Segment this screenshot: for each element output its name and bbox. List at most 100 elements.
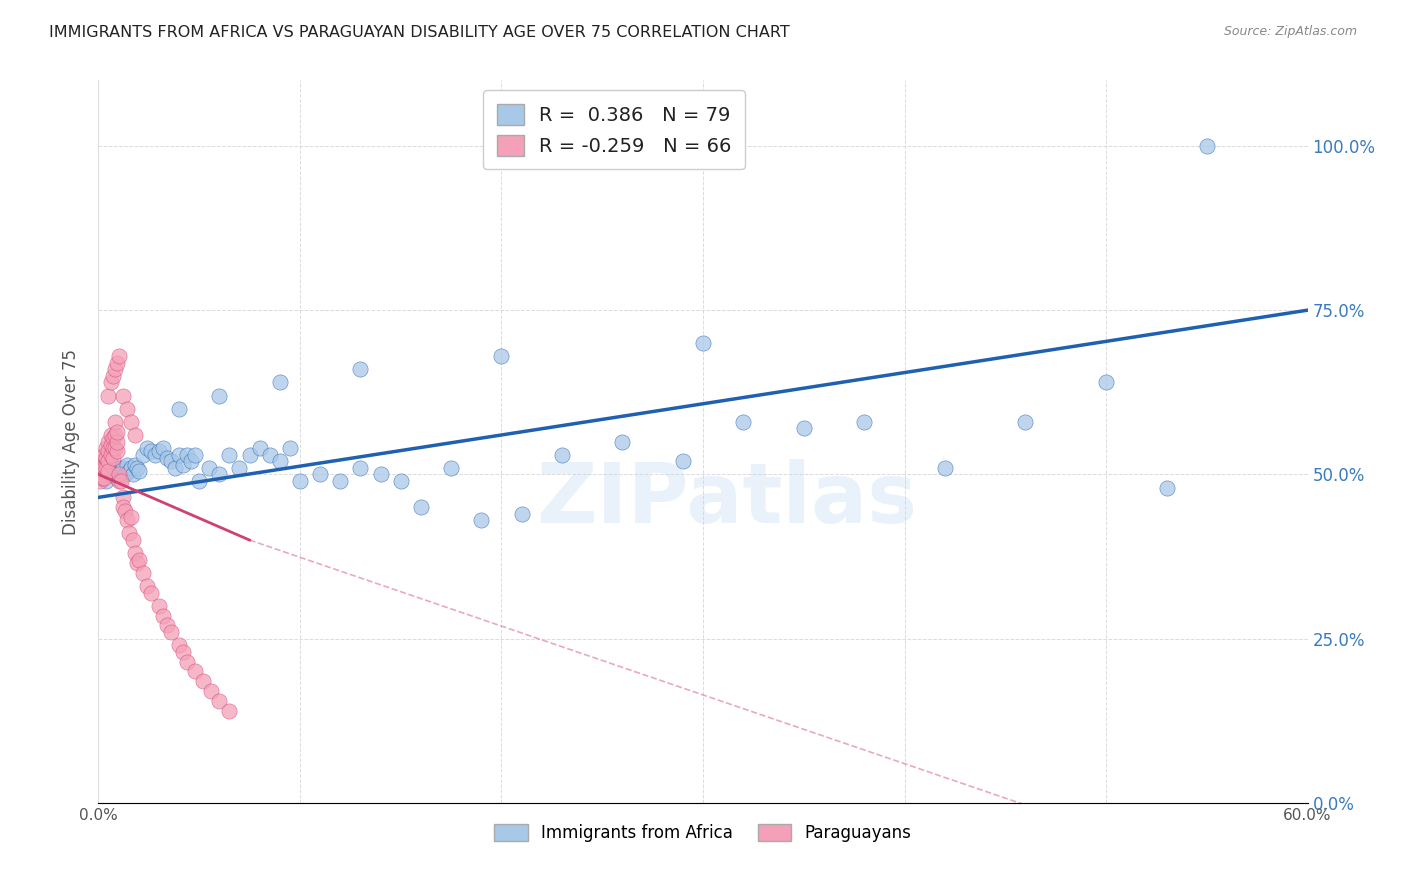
Point — [118, 464, 141, 478]
Point — [349, 362, 371, 376]
Point — [100, 467, 122, 482]
Point — [105, 444, 128, 458]
Point — [111, 491, 134, 505]
Point — [89, 464, 111, 478]
Point — [96, 450, 118, 465]
Point — [96, 460, 118, 475]
Point — [105, 356, 128, 370]
Point — [124, 458, 146, 472]
Point — [101, 431, 124, 445]
Point — [120, 415, 142, 429]
Point — [249, 441, 271, 455]
Point — [100, 376, 122, 390]
Point — [218, 448, 240, 462]
Point — [269, 454, 291, 468]
Point — [97, 467, 120, 482]
Point — [96, 454, 118, 468]
Point — [97, 460, 120, 475]
Point — [132, 566, 155, 580]
Point — [93, 460, 115, 475]
Point — [184, 448, 207, 462]
Point — [103, 415, 125, 429]
Point — [200, 684, 222, 698]
Point — [124, 428, 146, 442]
Point — [156, 450, 179, 465]
Point — [139, 585, 162, 599]
Point — [89, 467, 111, 482]
Point — [121, 533, 143, 547]
Point — [121, 467, 143, 482]
Point — [269, 376, 291, 390]
Point — [107, 349, 129, 363]
Point — [510, 507, 533, 521]
Point — [180, 454, 202, 468]
Point — [259, 448, 281, 462]
Point — [239, 448, 262, 462]
Point — [107, 460, 129, 475]
Point — [97, 464, 120, 478]
Point — [167, 401, 190, 416]
Point — [278, 441, 301, 455]
Point — [115, 458, 138, 472]
Point — [101, 441, 124, 455]
Point — [100, 428, 122, 442]
Point — [172, 458, 194, 472]
Point — [218, 704, 240, 718]
Point — [91, 460, 114, 475]
Point — [125, 460, 148, 475]
Point — [110, 474, 132, 488]
Point — [208, 467, 231, 482]
Point — [288, 474, 311, 488]
Point — [692, 336, 714, 351]
Point — [97, 454, 120, 468]
Point — [100, 458, 122, 472]
Point — [105, 471, 128, 485]
Point — [228, 460, 250, 475]
Point — [135, 441, 157, 455]
Point — [349, 460, 371, 475]
Legend: Immigrants from Africa, Paraguayans: Immigrants from Africa, Paraguayans — [488, 817, 918, 848]
Point — [103, 464, 125, 478]
Point — [208, 388, 231, 402]
Point — [105, 434, 128, 449]
Point — [1195, 139, 1218, 153]
Point — [176, 448, 198, 462]
Point — [440, 460, 463, 475]
Point — [100, 448, 122, 462]
Point — [97, 444, 120, 458]
Point — [124, 546, 146, 560]
Point — [120, 510, 142, 524]
Point — [167, 638, 190, 652]
Point — [172, 645, 194, 659]
Point — [176, 655, 198, 669]
Point — [125, 556, 148, 570]
Point — [89, 474, 111, 488]
Point — [91, 471, 114, 485]
Point — [114, 503, 136, 517]
Point — [132, 448, 155, 462]
Point — [93, 467, 115, 482]
Point — [128, 553, 150, 567]
Point — [167, 448, 190, 462]
Point — [91, 471, 114, 485]
Point — [114, 467, 136, 482]
Point — [409, 500, 432, 515]
Point — [96, 441, 118, 455]
Point — [111, 388, 134, 402]
Point — [91, 454, 114, 468]
Point — [97, 388, 120, 402]
Point — [135, 579, 157, 593]
Point — [389, 474, 412, 488]
Point — [143, 448, 166, 462]
Point — [934, 460, 956, 475]
Point — [100, 438, 122, 452]
Point — [163, 460, 186, 475]
Point — [188, 474, 211, 488]
Point — [793, 421, 815, 435]
Text: Source: ZipAtlas.com: Source: ZipAtlas.com — [1223, 25, 1357, 38]
Point — [148, 599, 170, 613]
Text: IMMIGRANTS FROM AFRICA VS PARAGUAYAN DISABILITY AGE OVER 75 CORRELATION CHART: IMMIGRANTS FROM AFRICA VS PARAGUAYAN DIS… — [49, 25, 790, 40]
Point — [96, 474, 118, 488]
Point — [612, 434, 634, 449]
Point — [551, 448, 574, 462]
